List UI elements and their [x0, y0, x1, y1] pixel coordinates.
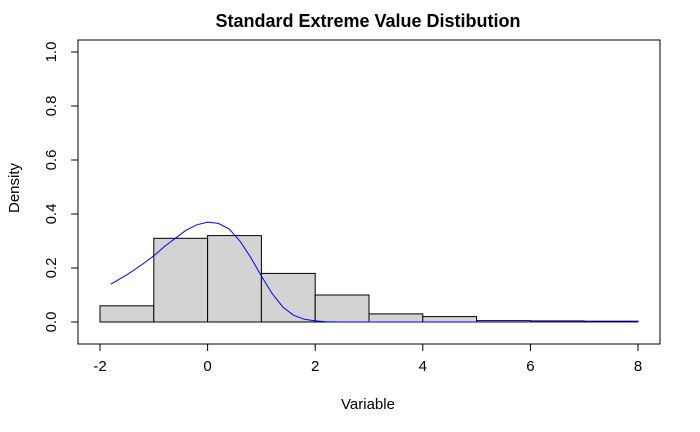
histogram-bar — [153, 237, 209, 323]
x-tick-label: 6 — [526, 358, 534, 375]
y-tick-label: 0.4 — [43, 204, 60, 225]
y-tick-label: 0.6 — [43, 150, 60, 171]
y-tick-label: 0.8 — [43, 96, 60, 117]
histogram-bar — [368, 313, 424, 323]
histogram-bar — [314, 294, 370, 323]
y-tick-label: 0.2 — [43, 258, 60, 279]
y-axis: 0.0 0.2 0.4 0.6 0.8 1.0 — [43, 42, 79, 333]
x-tick-label: 2 — [311, 358, 319, 375]
x-tick-label: -2 — [93, 358, 106, 375]
histogram-bar — [260, 272, 316, 323]
y-axis-label: Density — [6, 162, 23, 213]
histogram-bars — [99, 235, 639, 323]
x-tick-label: 4 — [419, 358, 427, 375]
histogram-bar — [207, 235, 262, 323]
x-axis: -2 0 2 4 6 8 — [93, 343, 642, 375]
x-tick-label: 0 — [203, 358, 211, 375]
density-curve — [110, 221, 638, 323]
y-tick-label: 1.0 — [43, 42, 60, 63]
chart-title: Standard Extreme Value Distibution — [215, 11, 520, 31]
x-axis-label: Variable — [341, 396, 395, 413]
histogram-bar — [422, 316, 478, 323]
x-tick-label: 8 — [634, 358, 642, 375]
y-tick-label: 0.0 — [43, 312, 60, 333]
histogram-bar — [99, 305, 155, 323]
